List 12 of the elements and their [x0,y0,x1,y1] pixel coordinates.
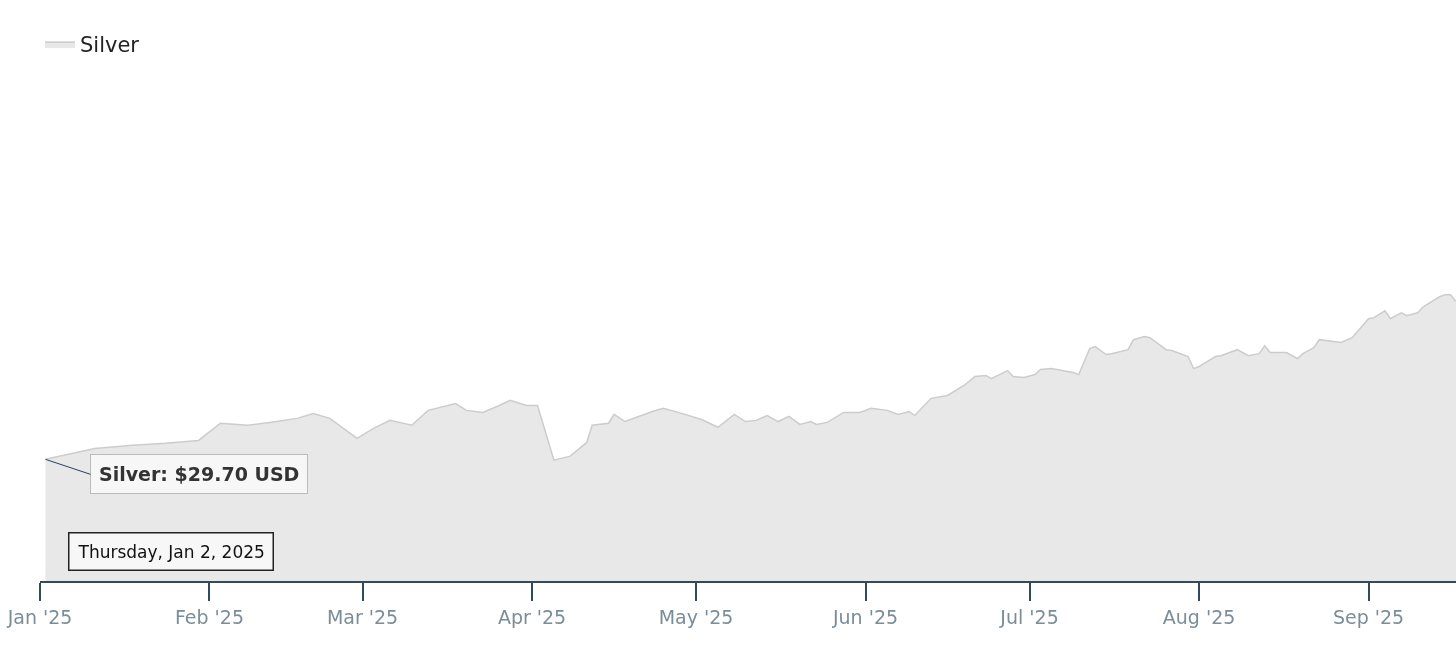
legend-label: Silver [80,33,140,58]
annotation: Silver: $29.70 USD [99,463,300,485]
x-tick-label: Feb '25 [174,605,245,628]
annotation: Thursday, Jan 2, 2025 [77,541,265,562]
x-tick-label: Jul '25 [999,605,1059,628]
x-tick-label: Apr '25 [497,605,567,628]
x-tick-label: Mar '25 [326,605,399,628]
x-tick-label: Jun '25 [831,605,899,628]
x-tick-label: Aug '25 [1162,605,1236,628]
x-tick-label: Sep '25 [1332,605,1405,628]
x-tick-label: May '25 [658,605,734,628]
x-tick-label: Jan '25 [6,605,73,628]
